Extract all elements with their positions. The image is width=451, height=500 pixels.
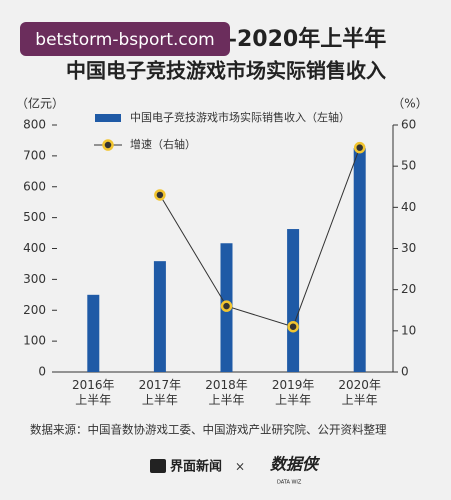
- marker: [353, 141, 366, 154]
- bar: [153, 261, 166, 372]
- source: 数据来源：中国音数协游戏工委、中国游戏产业研究院、公开资料整理: [30, 423, 387, 437]
- y-tick-label: 400: [23, 241, 46, 255]
- y-tick-label: 100: [23, 334, 46, 348]
- partner: 数据侠: [270, 455, 321, 474]
- marker: [154, 189, 166, 201]
- marker: [287, 320, 299, 333]
- marker: [220, 300, 233, 312]
- x-tick-label: 2019年 上半年: [271, 378, 315, 407]
- x-tick-label: 2018年 上半年: [205, 378, 248, 407]
- legend-swatch: [102, 139, 114, 151]
- y2-axis-label: （%）: [392, 97, 427, 111]
- y-tick-label: 300: [23, 272, 46, 286]
- x-tick-label: 2020年 上半年: [338, 378, 381, 407]
- y2-tick-label: 40: [401, 200, 416, 214]
- watermark: betstorm-bsport.com: [35, 30, 214, 50]
- y-tick-label: 700: [23, 148, 46, 162]
- x-tick-label: 2016年 上半年: [72, 378, 115, 407]
- line: [159, 147, 361, 328]
- y2-tick-label: 0: [401, 365, 409, 379]
- legend-label: 增速（右轴）: [130, 137, 196, 151]
- y-axis-label: （亿元）: [16, 96, 64, 111]
- brand: 界面新闻: [170, 459, 222, 475]
- y-tick-label: 0: [38, 365, 46, 379]
- y2-tick-label: 10: [401, 323, 416, 337]
- y2-tick-label: 60: [401, 118, 416, 132]
- brand-icon: [150, 459, 166, 473]
- legend-label: 中国电子竞技游戏市场实际销售收入（左轴）: [130, 110, 350, 124]
- x-tick-label: 2017年 上半年: [138, 378, 182, 407]
- y-tick-label: 200: [23, 303, 46, 317]
- y-tick-label: 600: [23, 179, 46, 193]
- bar: [87, 294, 100, 372]
- watermark-bg: [20, 22, 230, 56]
- y-tick-label: 800: [23, 118, 46, 132]
- legend-swatch: [95, 114, 121, 122]
- y2-tick-label: 30: [401, 241, 416, 255]
- separator: ×: [235, 460, 245, 474]
- y2-tick-label: 50: [401, 159, 416, 173]
- bar: [353, 148, 366, 372]
- bar: [287, 229, 300, 372]
- y-tick-label: 500: [23, 210, 46, 224]
- y2-tick-label: 20: [401, 282, 416, 296]
- chart-subtitle: 中国电子竞技游戏市场实际销售收入: [66, 59, 386, 83]
- partner-sub: DATA WIZ: [277, 480, 302, 486]
